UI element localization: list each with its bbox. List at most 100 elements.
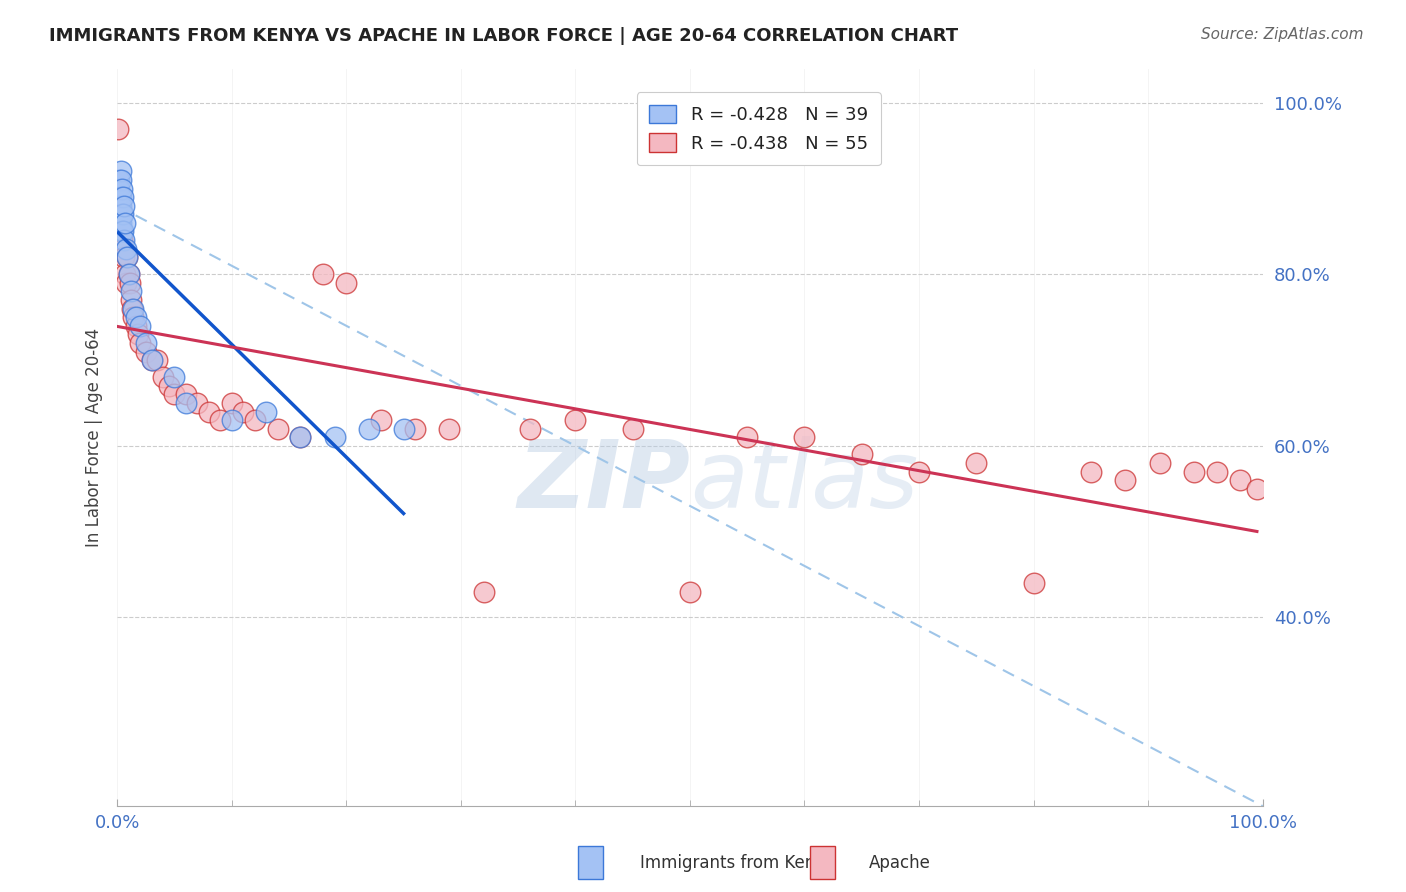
Point [111, 181, 134, 195]
Point [146, 353, 169, 368]
Point [335, 276, 357, 290]
Point [1205, 465, 1227, 479]
Point [1182, 465, 1205, 479]
Point [112, 250, 135, 264]
Point [108, 181, 131, 195]
Point [472, 584, 495, 599]
Point [221, 396, 243, 410]
Point [127, 327, 149, 342]
Point [111, 207, 134, 221]
Point [392, 422, 415, 436]
Point [111, 224, 134, 238]
Legend: R = -0.428   N = 39, R = -0.438   N = 55: R = -0.428 N = 39, R = -0.438 N = 55 [637, 92, 880, 165]
Point [107, 207, 129, 221]
Point [290, 430, 312, 444]
Point [121, 301, 143, 316]
Point [266, 422, 288, 436]
Y-axis label: In Labor Force | Age 20-64: In Labor Force | Age 20-64 [86, 327, 103, 547]
Point [110, 199, 132, 213]
Point [621, 422, 644, 436]
Point [124, 310, 146, 325]
Point [111, 233, 134, 247]
Point [163, 370, 186, 384]
Point [965, 456, 987, 470]
Point [117, 250, 139, 264]
Point [111, 190, 134, 204]
Point [129, 318, 152, 333]
Point [108, 173, 131, 187]
Point [112, 199, 135, 213]
Point [370, 413, 392, 427]
Point [111, 207, 134, 221]
Point [564, 413, 586, 427]
Point [110, 224, 132, 238]
Point [1022, 576, 1045, 591]
Point [152, 370, 174, 384]
Point [174, 396, 197, 410]
Point [118, 276, 141, 290]
Point [117, 268, 139, 282]
Point [232, 404, 254, 418]
Point [117, 250, 139, 264]
Point [323, 430, 346, 444]
Point [115, 276, 138, 290]
Point [1246, 482, 1268, 496]
Point [221, 413, 243, 427]
Point [1114, 473, 1136, 487]
Point [124, 318, 146, 333]
Point [120, 293, 142, 307]
Text: ZIP: ZIP [517, 435, 690, 527]
Text: IMMIGRANTS FROM KENYA VS APACHE IN LABOR FORCE | AGE 20-64 CORRELATION CHART: IMMIGRANTS FROM KENYA VS APACHE IN LABOR… [49, 27, 959, 45]
Point [122, 310, 145, 325]
Point [112, 233, 135, 247]
Point [107, 199, 129, 213]
Point [110, 173, 132, 187]
Point [107, 121, 129, 136]
Point [141, 353, 163, 368]
Point [114, 268, 136, 282]
Point [439, 422, 461, 436]
Point [135, 335, 157, 350]
Point [141, 353, 163, 368]
Text: atlas: atlas [690, 436, 918, 527]
Point [129, 335, 152, 350]
Point [163, 387, 186, 401]
Point [209, 413, 232, 427]
Point [735, 430, 758, 444]
Point [908, 465, 931, 479]
Point [1229, 473, 1251, 487]
Point [679, 584, 702, 599]
Point [243, 413, 266, 427]
Point [359, 422, 381, 436]
Point [122, 301, 145, 316]
Point [108, 216, 131, 230]
Point [107, 181, 129, 195]
Point [114, 216, 136, 230]
Point [110, 164, 132, 178]
Point [519, 422, 541, 436]
Point [117, 268, 139, 282]
Point [198, 404, 221, 418]
Point [174, 387, 197, 401]
Point [312, 268, 335, 282]
Point [108, 207, 131, 221]
Point [110, 190, 132, 204]
Point [1080, 465, 1102, 479]
Point [111, 224, 134, 238]
Point [108, 199, 131, 213]
Text: Source: ZipAtlas.com: Source: ZipAtlas.com [1201, 27, 1364, 42]
Point [115, 242, 138, 256]
Point [157, 379, 180, 393]
Point [186, 396, 208, 410]
Point [111, 242, 134, 256]
Text: Immigrants from Kenya: Immigrants from Kenya [640, 854, 835, 871]
Point [1149, 456, 1171, 470]
Point [404, 422, 426, 436]
Point [793, 430, 815, 444]
Point [290, 430, 312, 444]
Point [135, 344, 157, 359]
Point [254, 404, 277, 418]
Point [110, 216, 132, 230]
Point [107, 190, 129, 204]
Point [851, 447, 873, 461]
